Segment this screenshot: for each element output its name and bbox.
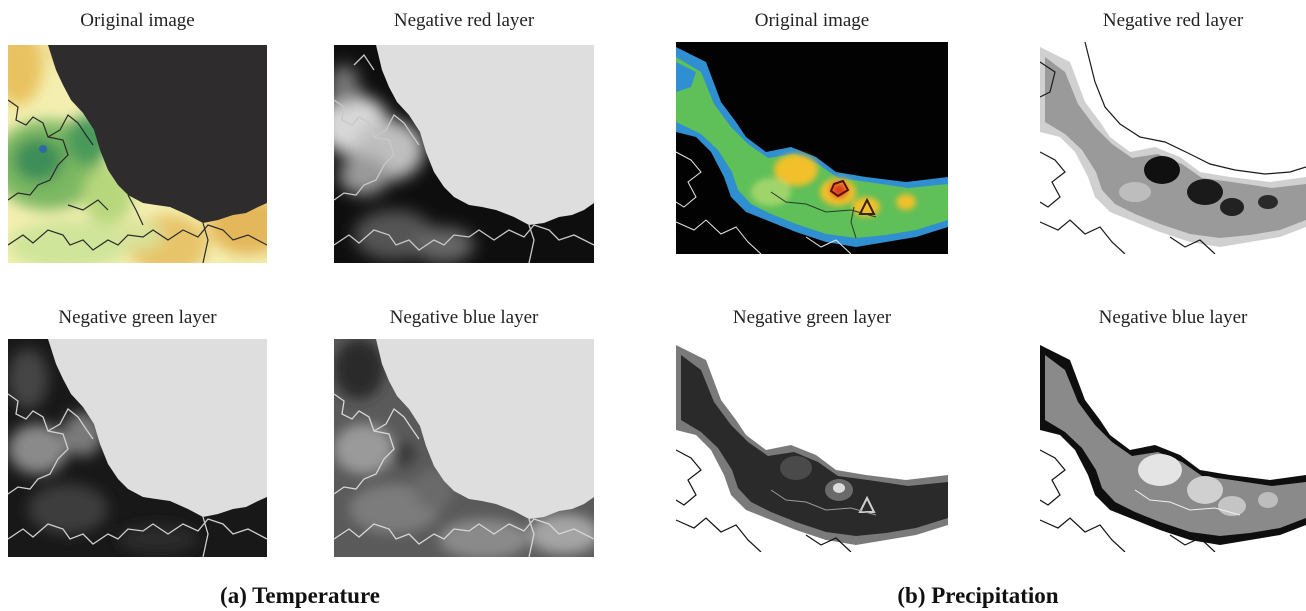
temp-original-map xyxy=(8,45,267,263)
temp-red-label: Negative red layer xyxy=(393,10,535,31)
precip-red-label: Negative red layer xyxy=(1102,10,1244,31)
temperature-caption: (a) Temperature xyxy=(220,583,380,608)
temp-original-label: Original image xyxy=(80,10,195,31)
temp-green-label: Negative green layer xyxy=(58,307,217,328)
precip-blue-label: Negative blue layer xyxy=(1098,307,1248,328)
precip-red-map xyxy=(1040,42,1306,254)
precipitation-caption: (b) Precipitation xyxy=(897,583,1059,608)
temp-green-map xyxy=(8,339,267,557)
temp-red-map xyxy=(334,45,594,263)
precip-original-map xyxy=(676,42,948,254)
temp-blue-label: Negative blue layer xyxy=(389,307,539,328)
temp-blue-map xyxy=(334,339,594,557)
precip-green-label: Negative green layer xyxy=(732,307,892,328)
precip-original-label: Original image xyxy=(754,10,870,31)
precip-green-map xyxy=(676,340,948,552)
precip-blue-map xyxy=(1040,340,1306,552)
